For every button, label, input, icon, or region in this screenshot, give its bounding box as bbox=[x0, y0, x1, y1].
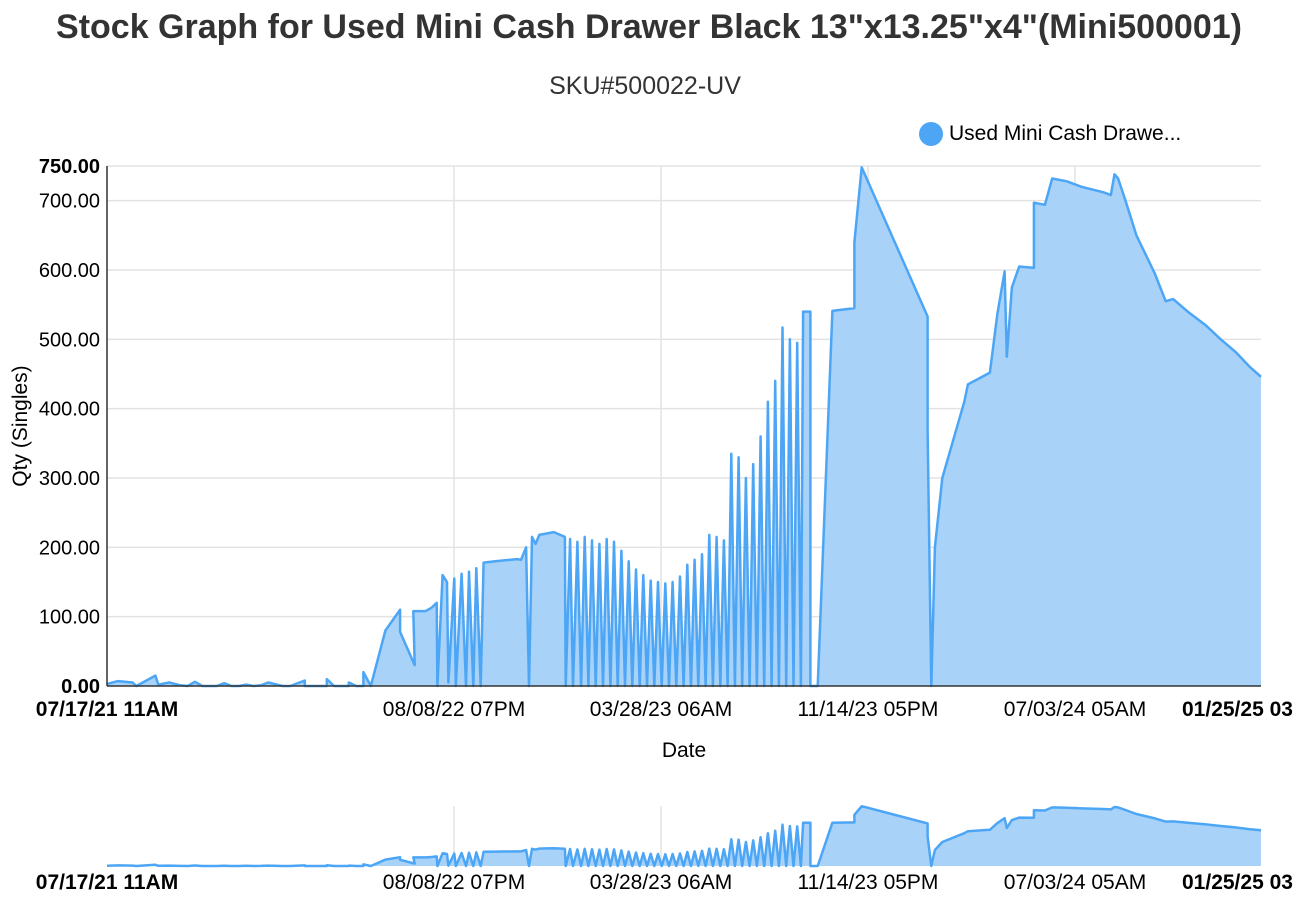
y-tick-label: 300.00 bbox=[39, 468, 100, 490]
x-tick-label: 08/08/22 07PM bbox=[383, 698, 525, 721]
navigator-tick-label: 01/25/25 03 bbox=[1182, 871, 1293, 894]
x-tick-label: 03/28/23 06AM bbox=[590, 698, 732, 721]
navigator-tick-label: 07/03/24 05AM bbox=[1004, 871, 1146, 894]
y-axis-title: Qty (Singles) bbox=[9, 365, 32, 486]
axes: 0.00 100.00 200.00 300.00 400.00 500.00 600.00… bbox=[9, 156, 1293, 762]
navigator-tick-label: 03/28/23 06AM bbox=[590, 871, 732, 894]
y-tick-label: 200.00 bbox=[39, 537, 100, 559]
x-tick-label: 11/14/23 05PM bbox=[798, 698, 939, 721]
x-axis-title: Date bbox=[662, 739, 706, 762]
y-tick-label: 0.00 bbox=[61, 676, 100, 698]
y-tick-label: 600.00 bbox=[39, 260, 100, 282]
legend-marker-icon bbox=[919, 122, 943, 146]
y-tick-label: 700.00 bbox=[39, 191, 100, 213]
y-tick-label: 500.00 bbox=[39, 329, 100, 351]
series-area bbox=[107, 167, 1261, 686]
x-tick-label: 01/25/25 03 bbox=[1182, 698, 1293, 721]
navigator-tick-label: 07/17/21 11AM bbox=[36, 871, 178, 894]
legend-item[interactable]: Used Mini Cash Drawe... bbox=[919, 122, 1181, 146]
navigator[interactable]: 07/17/21 11AM 08/08/22 07PM 03/28/23 06AM 1… bbox=[36, 804, 1293, 894]
legend-label: Used Mini Cash Drawe... bbox=[949, 122, 1182, 145]
y-tick-label: 100.00 bbox=[39, 607, 100, 629]
navigator-line bbox=[106, 804, 1262, 868]
chart-title: Stock Graph for Used Mini Cash Drawer Bl… bbox=[56, 8, 1242, 46]
navigator-tick-label: 08/08/22 07PM bbox=[383, 871, 525, 894]
navigator-tick-label: 11/14/23 05PM bbox=[798, 871, 939, 894]
x-tick-label: 07/03/24 05AM bbox=[1004, 698, 1146, 721]
x-tick-label: 07/17/21 11AM bbox=[36, 698, 178, 721]
chart-subtitle: SKU#500022-UV bbox=[549, 72, 741, 100]
y-tick-label: 750.00 bbox=[39, 156, 100, 178]
navigator-area bbox=[107, 806, 1261, 866]
y-tick-label: 400.00 bbox=[39, 399, 100, 421]
